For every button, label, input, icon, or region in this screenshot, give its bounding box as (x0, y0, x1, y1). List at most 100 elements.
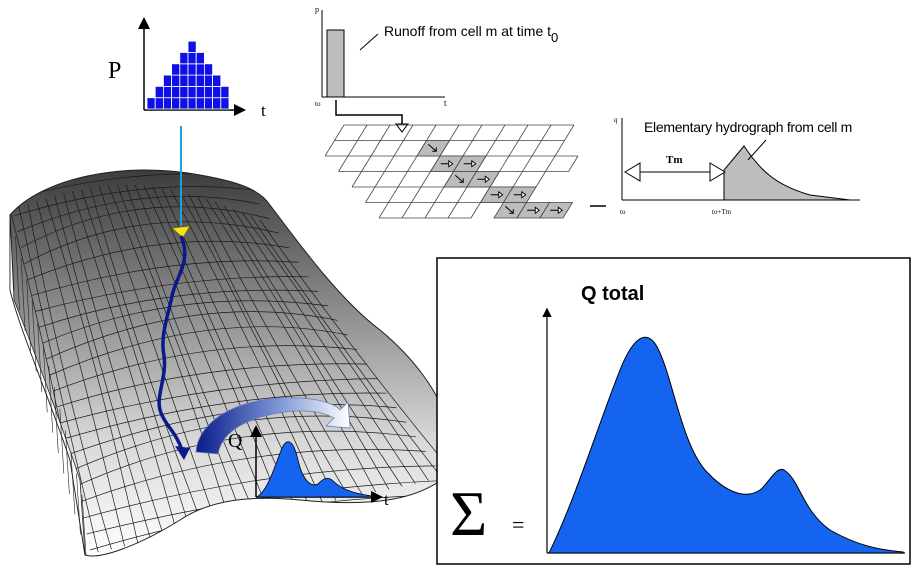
runoff-connector (335, 100, 403, 124)
mesh-line (188, 193, 350, 499)
mesh-line (54, 195, 152, 541)
elementary-hydrograph (723, 145, 851, 201)
precipitation-histogram: P t (108, 17, 266, 120)
grid-line (535, 124, 575, 188)
skirt-line (20, 258, 26, 331)
precip-bar (195, 52, 205, 110)
skirt-line (9, 214, 15, 291)
grid-line (338, 124, 368, 172)
mesh-line (170, 189, 324, 504)
skirt-line (42, 344, 48, 413)
skirt-line (81, 494, 87, 556)
hydro-axis-y: q (614, 116, 618, 124)
q-total-curve (548, 336, 904, 554)
mesh-line (125, 184, 258, 518)
outlet-hydrograph-curve (255, 441, 373, 498)
sum-symbol: Σ (450, 478, 487, 549)
mesh-line (82, 465, 436, 519)
skirt-line (70, 451, 76, 515)
precip-bar (212, 74, 222, 110)
precip-axis-x-label: t (261, 101, 266, 120)
mesh-line (241, 212, 429, 481)
mesh-line (42, 300, 329, 344)
terrain-mesh (10, 173, 455, 556)
runoff-axis-x: t (444, 98, 447, 108)
outlet-hydrograph: Q t (228, 425, 389, 509)
mesh-line (18, 206, 99, 553)
mesh-line (35, 276, 309, 312)
runoff-origin: to (315, 100, 321, 108)
hydro-leader (747, 139, 767, 161)
tm-label: Tm (666, 154, 683, 166)
terrain-skirt (9, 214, 86, 556)
runoff-panel: p t to Runoff from cell m at time t0 (315, 5, 558, 133)
grid-line (365, 124, 414, 203)
outlet-axis-y: Q (228, 430, 243, 452)
skirt-line (76, 473, 81, 535)
terrain-skirt-lines (9, 214, 87, 556)
precip-bar (220, 86, 230, 110)
hydro-caption: Elementary hydrograph from cell m (644, 119, 852, 135)
precip-bar (187, 40, 197, 110)
grid-line (351, 124, 391, 188)
flow-arrowhead (175, 446, 190, 460)
q-total-panel: Q total Σ = (436, 257, 911, 565)
skirt-line (48, 365, 54, 433)
tm-arrow-left (624, 162, 641, 182)
grid-line (568, 155, 579, 172)
skirt-line (54, 387, 59, 454)
q-total-title: Q total (581, 283, 644, 305)
skirt-line (31, 301, 37, 372)
mesh-line (98, 186, 218, 527)
mesh-line (90, 187, 205, 530)
mesh-line (81, 189, 192, 533)
mesh-line (206, 198, 377, 493)
skirt-line (37, 322, 42, 392)
mesh-line (64, 392, 387, 439)
mesh-line (36, 201, 125, 547)
mesh-line (78, 449, 426, 503)
mesh-line (232, 208, 416, 484)
mesh-line (72, 191, 178, 536)
terrain-surface (9, 169, 456, 557)
elementary-hydrograph-panel: q to to+Tm Tm Elementary hydrograph from… (614, 116, 860, 216)
precip-bar (171, 63, 181, 110)
mesh-line (57, 363, 368, 408)
flow-cell (539, 202, 574, 219)
mesh-line (134, 184, 271, 516)
runoff-axis-y: p (315, 5, 319, 14)
skirt-line (59, 408, 65, 474)
mesh-line (60, 378, 377, 424)
mesh-line (75, 430, 416, 487)
mesh-line (46, 311, 338, 360)
precip-bar (154, 86, 164, 110)
mesh-line (38, 289, 319, 328)
hydro-shift: to+Tm (712, 208, 732, 216)
flow-cell (416, 140, 451, 157)
mesh-line (31, 260, 299, 296)
flow-path (157, 235, 187, 451)
equals-sign: = (512, 512, 524, 537)
mesh-line (53, 345, 358, 392)
mesh-line (20, 206, 270, 249)
mesh-line (49, 326, 348, 376)
precip-bar (203, 63, 213, 110)
mesh-line (116, 184, 244, 521)
mesh-line (197, 196, 363, 496)
mesh-line (223, 205, 403, 487)
skirt-line (15, 236, 20, 311)
mesh-line (45, 198, 139, 544)
outlet-arrow (195, 397, 351, 455)
skirt-line (65, 430, 70, 494)
precip-bars (146, 40, 230, 110)
routing-grid (324, 124, 606, 219)
mesh-line (63, 193, 165, 538)
mesh-line (215, 202, 390, 490)
precip-axis-y-label: P (108, 58, 121, 84)
mesh-line (179, 191, 337, 501)
tm-arrow-right (709, 162, 726, 182)
runoff-caption: Runoff from cell m at time t0 (384, 23, 558, 45)
skirt-line (26, 279, 31, 352)
hydro-origin: to (620, 208, 626, 216)
